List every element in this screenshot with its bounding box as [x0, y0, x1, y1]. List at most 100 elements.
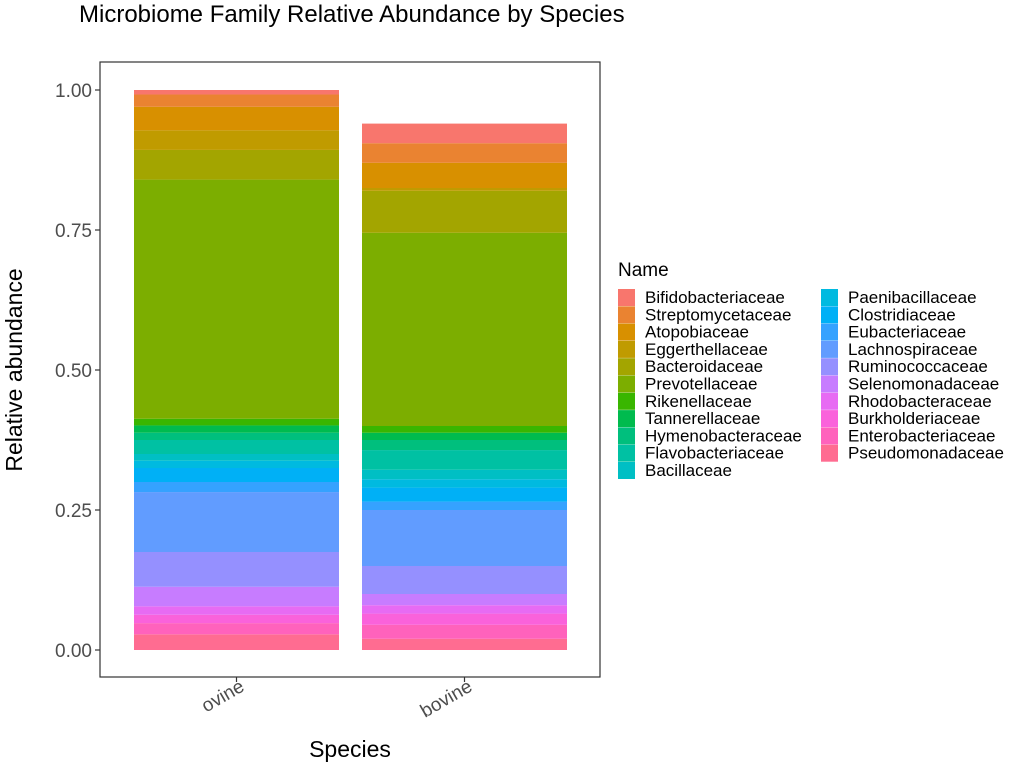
legend-swatch-flavobacteriaceae: [618, 444, 635, 462]
y-tick-label: 0.50: [55, 361, 92, 382]
legend-swatch-rhodobacteraceae: [821, 392, 838, 410]
bar-segment-ovine-enterobacteriaceae: [134, 623, 339, 635]
legend-swatch-streptomycetaceae: [618, 306, 635, 324]
bar-segment-ovine-flavobacteriaceae: [134, 440, 339, 454]
bar-segment-bovine-eggerthellaceae: [362, 188, 567, 191]
bar-segment-bovine-hymenobacteraceae: [362, 440, 567, 451]
legend-swatch-paenibacillaceae: [821, 289, 838, 306]
bar-segment-ovine-prevotellaceae: [134, 179, 339, 419]
legend-swatch-clostridiaceae: [821, 306, 838, 324]
bar-segment-bovine-rikenellaceae: [362, 426, 567, 433]
legend-label-bacteroidaceae: Bacteroidaceae: [645, 357, 763, 376]
bar-segment-bovine-prevotellaceae: [362, 232, 567, 426]
legend-label-bacillaceae: Bacillaceae: [645, 461, 732, 480]
bar-segment-ovine-atopobiaceae: [134, 106, 339, 131]
legend-swatch-tannerellaceae: [618, 410, 635, 428]
legend-label-rhodobacteraceae: Rhodobacteraceae: [848, 392, 992, 411]
bar-segment-ovine-bacteroidaceae: [134, 149, 339, 180]
bar-segment-ovine-ruminococcaceae: [134, 552, 339, 587]
legend-swatch-enterobacteriaceae: [821, 427, 838, 445]
legend-swatch-lachnospiraceae: [821, 340, 838, 358]
legend-label-enterobacteriaceae: Enterobacteriaceae: [848, 426, 995, 445]
bar-segment-bovine-burkholderiaceae: [362, 613, 567, 625]
bar-segment-bovine-paenibacillaceae: [362, 479, 567, 488]
bar-segment-bovine-selenomonadaceae: [362, 594, 567, 606]
legend-label-burkholderiaceae: Burkholderiaceae: [848, 409, 980, 428]
bars-group: [134, 90, 567, 650]
chart-title: Microbiome Family Relative Abundance by …: [79, 1, 625, 28]
legend-label-ruminococcaceae: Ruminococcaceae: [848, 357, 988, 376]
y-tick-label: 1.00: [55, 81, 92, 102]
bar-segment-ovine-pseudomonadaceae: [134, 634, 339, 650]
legend-swatch-rikenellaceae: [618, 392, 635, 410]
y-axis: 0.00 0.25 0.50 0.75 1.00: [55, 81, 100, 662]
bar-segment-bovine-lachnospiraceae: [362, 510, 567, 566]
legend-swatch-ruminococcaceae: [821, 358, 838, 376]
legend-swatch-bifidobacteriaceae: [618, 289, 635, 306]
bar-segment-ovine-selenomonadaceae: [134, 586, 339, 607]
bar-segment-bovine-ruminococcaceae: [362, 566, 567, 594]
legend-label-tannerellaceae: Tannerellaceae: [645, 409, 760, 428]
legend-swatch-bacteroidaceae: [618, 358, 635, 376]
bar-segment-bovine-streptomycetaceae: [362, 143, 567, 163]
legend-label-atopobiaceae: Atopobiaceae: [645, 323, 749, 342]
legend-label-pseudomonadaceae: Pseudomonadaceae: [848, 444, 1004, 463]
legend-swatch-hymenobacteraceae: [618, 427, 635, 445]
bar-segment-ovine-clostridiaceae: [134, 468, 339, 482]
legend-label-streptomycetaceae: Streptomycetaceae: [645, 305, 791, 324]
bar-segment-bovine-flavobacteriaceae: [362, 450, 567, 470]
bar-segment-ovine-rikenellaceae: [134, 418, 339, 426]
legend-label-hymenobacteraceae: Hymenobacteraceae: [645, 426, 802, 445]
bar-segment-ovine-rhodobacteraceae: [134, 606, 339, 615]
legend-swatch-eggerthellaceae: [618, 340, 635, 358]
bar-segment-ovine-bacillaceae: [134, 454, 339, 461]
bar-segment-bovine-bacteroidaceae: [362, 190, 567, 233]
bar-segment-bovine-rhodobacteraceae: [362, 605, 567, 614]
legend: BifidobacteriaceaeStreptomycetaceaeAtopo…: [618, 288, 1004, 480]
legend-label-clostridiaceae: Clostridiaceae: [848, 305, 956, 324]
y-tick-label: 0.00: [55, 641, 92, 662]
bar-segment-ovine-bifidobacteriaceae: [134, 90, 339, 95]
bar-segment-ovine-hymenobacteraceae: [134, 432, 339, 440]
bar-segment-bovine-tannerellaceae: [362, 432, 567, 440]
legend-label-selenomonadaceae: Selenomonadaceae: [848, 375, 999, 394]
bar-segment-bovine-atopobiaceae: [362, 162, 567, 188]
legend-title: Name: [618, 260, 669, 281]
legend-label-eubacteriaceae: Eubacteriaceae: [848, 323, 966, 342]
bar-segment-ovine-burkholderiaceae: [134, 614, 339, 624]
bar-segment-ovine-lachnospiraceae: [134, 492, 339, 552]
legend-swatch-pseudomonadaceae: [821, 444, 838, 462]
legend-label-paenibacillaceae: Paenibacillaceae: [848, 288, 977, 307]
bar-segment-bovine-eubacteriaceae: [362, 501, 567, 510]
bar-segment-ovine-paenibacillaceae: [134, 460, 339, 468]
legend-swatch-atopobiaceae: [618, 323, 635, 341]
x-axis: ovine bovine: [198, 676, 476, 722]
legend-swatch-selenomonadaceae: [821, 375, 838, 393]
y-tick-label: 0.25: [55, 501, 92, 522]
bar-segment-bovine-bifidobacteriaceae: [362, 123, 567, 144]
bar-segment-ovine-eubacteriaceae: [134, 482, 339, 493]
bar-segment-bovine-bacillaceae: [362, 469, 567, 480]
legend-swatch-prevotellaceae: [618, 375, 635, 393]
legend-swatch-burkholderiaceae: [821, 410, 838, 428]
bar-segment-ovine-eggerthellaceae: [134, 130, 339, 150]
legend-label-eggerthellaceae: Eggerthellaceae: [645, 340, 768, 359]
legend-label-prevotellaceae: Prevotellaceae: [645, 375, 757, 394]
legend-label-bifidobacteriaceae: Bifidobacteriaceae: [645, 288, 785, 307]
legend-label-flavobacteriaceae: Flavobacteriaceae: [645, 444, 784, 463]
legend-label-rikenellaceae: Rikenellaceae: [645, 392, 752, 411]
y-tick-label: 0.75: [55, 221, 92, 242]
y-axis-title: Relative abundance: [1, 268, 27, 471]
bar-segment-bovine-clostridiaceae: [362, 487, 567, 502]
bar-segment-ovine-streptomycetaceae: [134, 94, 339, 107]
legend-swatch-bacillaceae: [618, 462, 635, 479]
x-tick-label-bovine: bovine: [417, 676, 476, 722]
x-tick-label-ovine: ovine: [198, 676, 248, 717]
bar-segment-bovine-enterobacteriaceae: [362, 624, 567, 639]
legend-label-lachnospiraceae: Lachnospiraceae: [848, 340, 977, 359]
x-axis-title: Species: [309, 736, 391, 762]
bar-segment-ovine-tannerellaceae: [134, 425, 339, 433]
legend-swatch-eubacteriaceae: [821, 323, 838, 341]
bar-segment-bovine-pseudomonadaceae: [362, 638, 567, 650]
